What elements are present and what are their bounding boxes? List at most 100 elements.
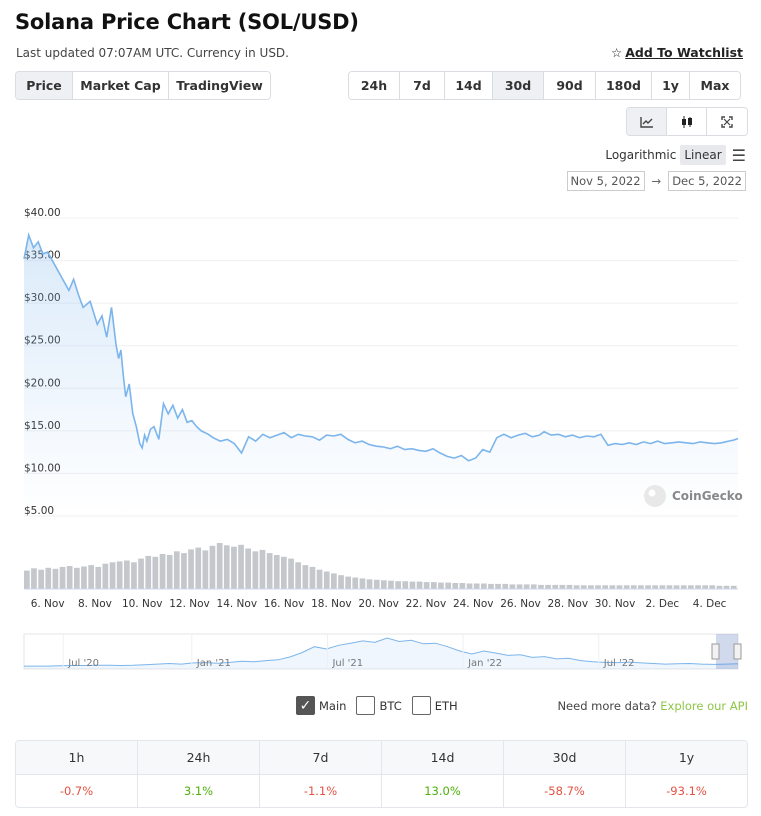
range-30d[interactable]: 30d — [493, 72, 544, 99]
volume-bar — [302, 565, 309, 589]
range-max[interactable]: Max — [690, 72, 740, 99]
checkbox-main-label: Main — [319, 698, 347, 713]
navigator-handle-right — [733, 643, 742, 660]
x-tick-label: 10. Nov — [122, 598, 163, 610]
add-to-watchlist-link[interactable]: ☆ Add To Watchlist — [611, 45, 743, 60]
x-tick-label: 20. Nov — [358, 598, 399, 610]
volume-bar — [173, 551, 180, 589]
volume-bar — [102, 563, 109, 589]
volume-bar — [38, 569, 45, 589]
price-chart[interactable]: $40.00$35.00$30.00$25.00$20.00$15.00$10.… — [0, 195, 761, 675]
header-1y: 1y — [626, 741, 747, 775]
scale-toggle: Logarithmic Linear ☰ — [601, 145, 746, 165]
checkbox-btc[interactable]: BTC — [356, 696, 402, 715]
fullscreen-button[interactable] — [707, 108, 747, 135]
x-tick-label: 22. Nov — [406, 598, 447, 610]
volume-bar — [366, 579, 373, 589]
watchlist-label: Add To Watchlist — [625, 45, 743, 60]
line-chart-icon — [639, 116, 653, 128]
range-1y[interactable]: 1y — [652, 72, 690, 99]
line-chart-button[interactable] — [627, 108, 667, 135]
x-tick-label: 6. Nov — [31, 598, 65, 610]
arrow-right-icon: → — [651, 174, 662, 188]
x-tick-label: 14. Nov — [217, 598, 258, 610]
checkbox-main[interactable]: ✓ Main — [296, 696, 346, 715]
volume-bar — [288, 558, 294, 589]
volume-bar — [580, 585, 587, 589]
performance-table: 1h 24h 7d 14d 30d 1y -0.7% 3.1% -1.1% 13… — [15, 740, 748, 808]
volume-bar — [52, 568, 59, 589]
date-to-input[interactable]: Dec 5, 2022 — [668, 171, 746, 191]
volume-bar — [209, 545, 216, 589]
page-title: Solana Price Chart (SOL/USD) — [15, 10, 359, 34]
volume-bar — [381, 580, 387, 589]
volume-bar — [481, 583, 487, 589]
range-navigator[interactable]: Jul '20 Jan '21 Jul '21 Jan '22 Jul '22 — [23, 633, 742, 670]
candlestick-button[interactable] — [667, 108, 707, 135]
api-promo: Need more data? Explore our API — [557, 699, 748, 713]
range-24h[interactable]: 24h — [349, 72, 400, 99]
range-180d[interactable]: 180d — [596, 72, 652, 99]
volume-bar — [188, 549, 194, 589]
volume-bar — [423, 582, 430, 589]
volume-bar — [630, 585, 637, 589]
volume-bar — [45, 567, 52, 589]
volume-bar — [523, 584, 530, 589]
range-7d[interactable]: 7d — [400, 72, 445, 99]
volume-bar — [688, 585, 694, 589]
tab-price[interactable]: Price — [16, 72, 73, 99]
volume-bar — [66, 566, 73, 589]
volume-bar — [373, 579, 380, 589]
volume-bar — [702, 585, 709, 589]
x-tick-label: 28. Nov — [548, 598, 589, 610]
volume-bar — [309, 566, 316, 589]
volume-bar — [331, 573, 337, 589]
logarithmic-option[interactable]: Logarithmic — [605, 148, 677, 162]
candlestick-icon — [681, 115, 692, 128]
volume-bar — [695, 585, 701, 589]
navigator-label: Jan '22 — [467, 658, 502, 669]
volume-bar — [166, 555, 173, 589]
volume-bar — [502, 583, 509, 589]
range-14d[interactable]: 14d — [445, 72, 493, 99]
checkbox-empty — [356, 696, 376, 715]
volume-bar — [402, 581, 409, 589]
volume-bar — [124, 560, 130, 589]
date-from-input[interactable]: Nov 5, 2022 — [566, 171, 645, 191]
volume-bar — [409, 581, 416, 589]
navigator-label: Jul '22 — [603, 658, 635, 669]
range-90d[interactable]: 90d — [544, 72, 596, 99]
volume-bar — [438, 582, 444, 589]
checkbox-empty — [411, 696, 431, 715]
coingecko-watermark: CoinGecko — [644, 485, 743, 507]
svg-text:CoinGecko: CoinGecko — [672, 489, 743, 503]
volume-bar — [680, 585, 687, 589]
performance-header-row: 1h 24h 7d 14d 30d 1y — [16, 741, 747, 775]
x-tick-label: 2. Dec — [646, 598, 680, 610]
compare-checkboxes: ✓ Main BTC ETH — [296, 696, 468, 715]
checkbox-eth[interactable]: ETH — [411, 696, 458, 715]
price-area — [24, 235, 738, 516]
volume-bar — [238, 544, 244, 589]
volume-bar — [623, 585, 630, 589]
linear-option[interactable]: Linear — [680, 145, 726, 165]
x-tick-label: 24. Nov — [453, 598, 494, 610]
volume-bar — [345, 576, 352, 589]
header-30d: 30d — [504, 741, 626, 775]
x-tick-label: 8. Nov — [78, 598, 112, 610]
volume-bar — [473, 583, 480, 589]
volume-bar — [245, 548, 252, 589]
last-updated-text: Last updated 07:07AM UTC. Currency in US… — [16, 46, 289, 60]
tab-market-cap[interactable]: Market Cap — [73, 72, 169, 99]
hamburger-menu-icon[interactable]: ☰ — [731, 145, 746, 165]
explore-api-link[interactable]: Explore our API — [660, 699, 748, 713]
volume-bar — [195, 547, 202, 589]
volume-bar — [138, 558, 144, 589]
tab-tradingview[interactable]: TradingView — [169, 72, 270, 99]
volume-bar — [645, 585, 651, 589]
volume-bar — [281, 556, 287, 589]
volume-bar — [88, 565, 95, 589]
volume-bar — [159, 554, 166, 589]
volume-bar — [59, 566, 66, 589]
volume-bar — [530, 584, 537, 589]
